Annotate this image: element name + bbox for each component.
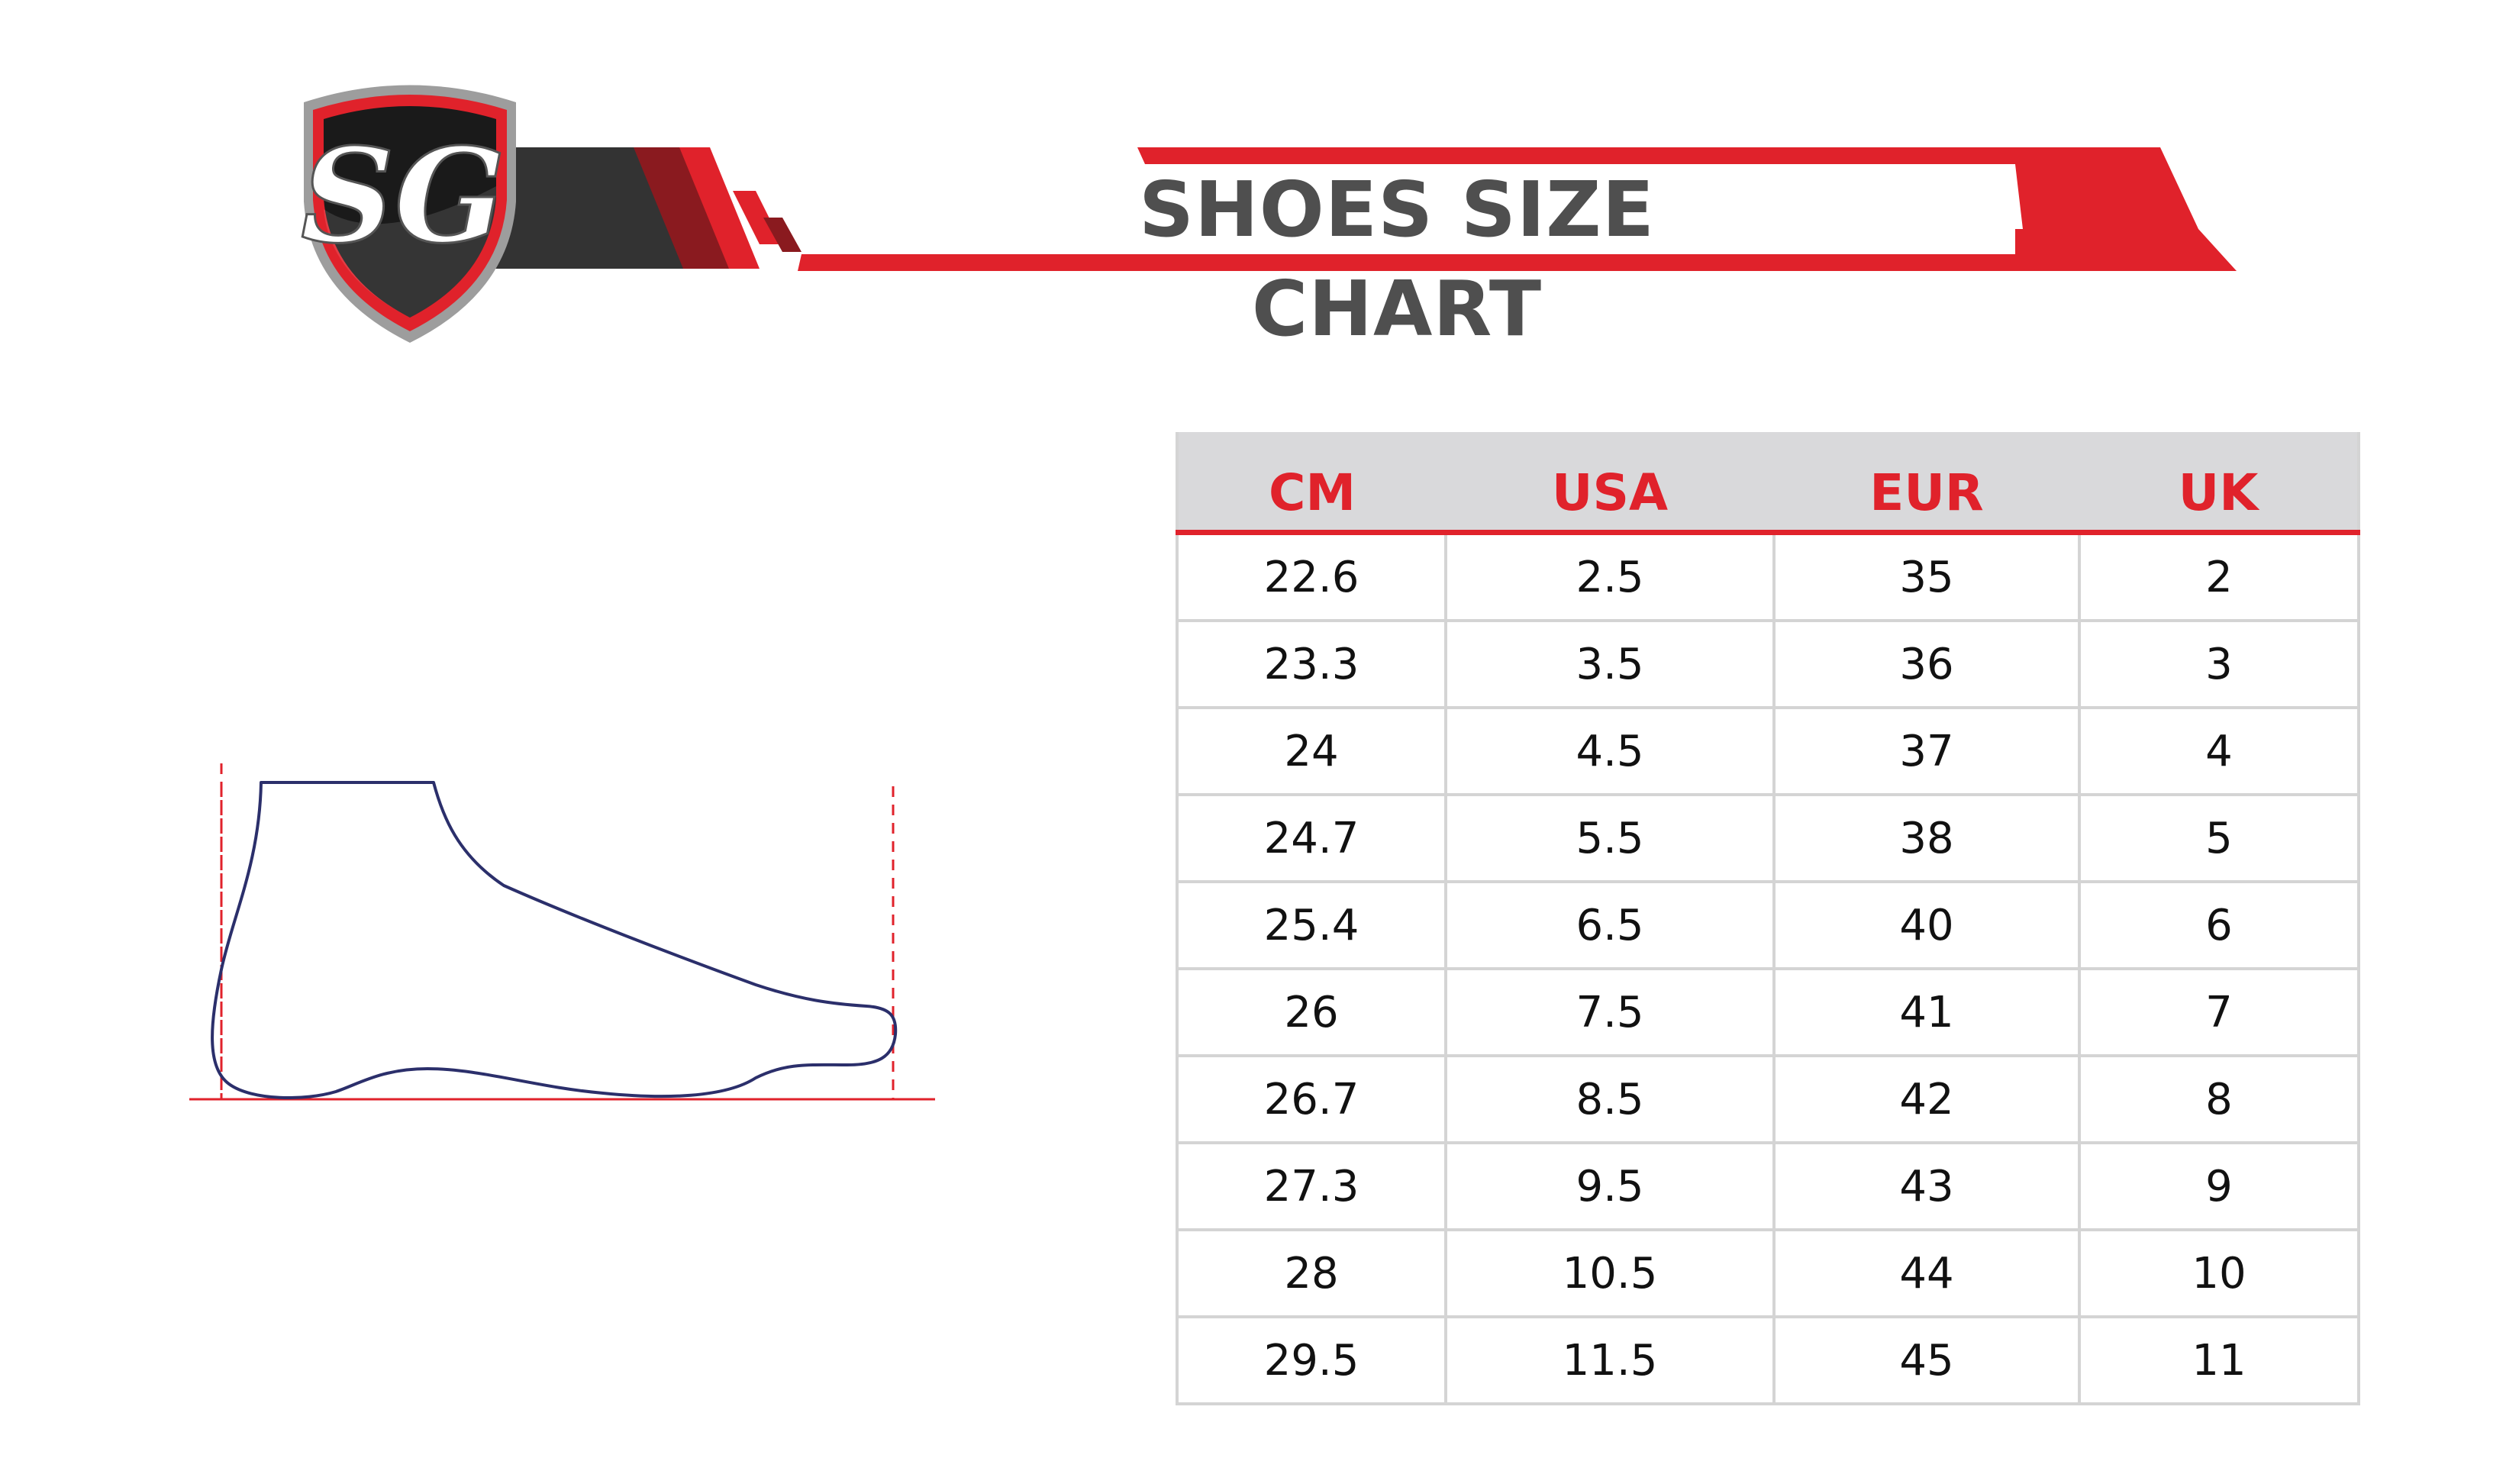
- table-row: 27.3 9.5 43 9: [1176, 1141, 2360, 1231]
- table-header-row: CM USA EUR UK: [1176, 432, 2360, 535]
- table-row: 29.5 11.5 45 11: [1176, 1315, 2360, 1405]
- eur-cell: 40: [1772, 880, 2081, 970]
- eur-cell: 45: [1772, 1315, 2081, 1405]
- table-row: 22.6 2.5 35 2: [1176, 531, 2360, 622]
- column-header-cm: CM: [1176, 432, 1446, 535]
- usa-cell: 7.5: [1444, 967, 1776, 1057]
- usa-cell: 9.5: [1444, 1141, 1776, 1231]
- eur-cell: 44: [1772, 1228, 2081, 1318]
- usa-cell: 11.5: [1444, 1315, 1776, 1405]
- usa-cell: 6.5: [1444, 880, 1776, 970]
- uk-cell: 3: [2078, 619, 2360, 709]
- column-header-uk: UK: [2079, 432, 2360, 535]
- table-row: 28 10.5 44 10: [1176, 1228, 2360, 1318]
- cm-cell: 23.3: [1176, 619, 1447, 709]
- eur-cell: 35: [1772, 531, 2081, 622]
- table-row: 24.7 5.5 38 5: [1176, 793, 2360, 883]
- uk-cell: 10: [2078, 1228, 2360, 1318]
- foot-outline-icon: [189, 763, 935, 1101]
- eur-cell: 41: [1772, 967, 2081, 1057]
- sg-logo: SG: [300, 85, 516, 343]
- cm-cell: 25.4: [1176, 880, 1447, 970]
- uk-cell: 2: [2078, 531, 2360, 622]
- column-header-usa: USA: [1446, 432, 1774, 535]
- usa-cell: 8.5: [1444, 1054, 1776, 1144]
- page-title: SHOES SIZE CHART: [1139, 165, 1655, 353]
- cm-cell: 29.5: [1176, 1315, 1447, 1405]
- cm-cell: 24: [1176, 706, 1447, 796]
- uk-cell: 9: [2078, 1141, 2360, 1231]
- table-row: 26.7 8.5 42 8: [1176, 1054, 2360, 1144]
- cm-cell: 27.3: [1176, 1141, 1447, 1231]
- uk-cell: 5: [2078, 793, 2360, 883]
- cm-cell: 24.7: [1176, 793, 1447, 883]
- usa-cell: 5.5: [1444, 793, 1776, 883]
- eur-cell: 37: [1772, 706, 2081, 796]
- table-row: 26 7.5 41 7: [1176, 967, 2360, 1057]
- cm-cell: 26: [1176, 967, 1447, 1057]
- size-chart-table: CM USA EUR UK 22.6 2.5 35 2 23.3 3.5 36 3 24 4.5 3…: [1176, 432, 2360, 1405]
- column-header-eur: EUR: [1774, 432, 2079, 535]
- usa-cell: 4.5: [1444, 706, 1776, 796]
- eur-cell: 36: [1772, 619, 2081, 709]
- table-row: 25.4 6.5 40 6: [1176, 880, 2360, 970]
- eur-cell: 42: [1772, 1054, 2081, 1144]
- usa-cell: 3.5: [1444, 619, 1776, 709]
- cm-cell: 26.7: [1176, 1054, 1447, 1144]
- usa-cell: 2.5: [1444, 531, 1776, 622]
- uk-cell: 11: [2078, 1315, 2360, 1405]
- usa-cell: 10.5: [1444, 1228, 1776, 1318]
- cm-cell: 28: [1176, 1228, 1447, 1318]
- header-banner: [458, 147, 2237, 271]
- uk-cell: 8: [2078, 1054, 2360, 1144]
- eur-cell: 38: [1772, 793, 2081, 883]
- eur-cell: 43: [1772, 1141, 2081, 1231]
- table-row: 24 4.5 37 4: [1176, 706, 2360, 796]
- cm-cell: 22.6: [1176, 531, 1447, 622]
- uk-cell: 7: [2078, 967, 2360, 1057]
- uk-cell: 4: [2078, 706, 2360, 796]
- svg-text:SG: SG: [301, 120, 505, 273]
- uk-cell: 6: [2078, 880, 2360, 970]
- table-row: 23.3 3.5 36 3: [1176, 619, 2360, 709]
